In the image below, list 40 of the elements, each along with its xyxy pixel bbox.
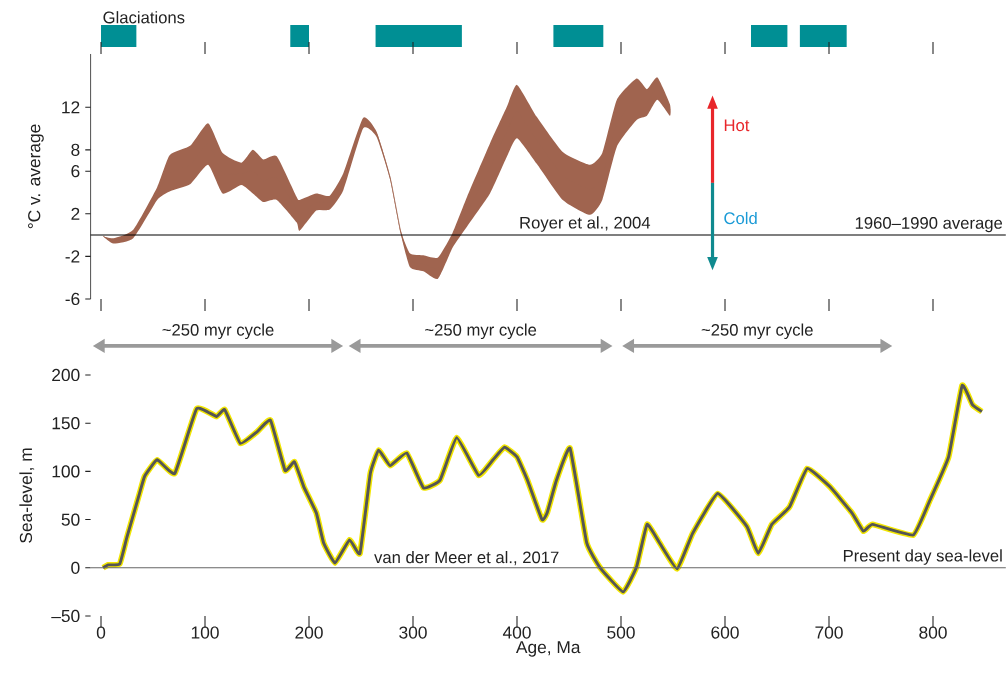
- y-tick-label: 50: [61, 513, 80, 526]
- x-tick-label: 700: [815, 626, 843, 639]
- x-tick-label: 600: [711, 626, 739, 639]
- y-axis-title: Sea-level, m: [19, 448, 35, 543]
- y-tick-label: -2: [65, 250, 80, 263]
- y-tick-label: 150: [52, 417, 80, 430]
- annotation: van der Meer et al., 2017: [374, 551, 559, 566]
- text: ~250 myr cycle: [701, 323, 813, 340]
- annotation: Royer et al., 2004: [520, 216, 651, 232]
- x-tick-label: 200: [295, 626, 323, 639]
- y-tick-label: 6: [71, 165, 80, 178]
- chart-title: Glaciations: [103, 11, 185, 24]
- y-tick-label: -6: [65, 292, 80, 306]
- y-tick-label: 8: [71, 143, 80, 156]
- x-tick-label: 500: [607, 626, 635, 639]
- y-tick-label: –50: [51, 609, 80, 623]
- x-tick-label: 0: [96, 626, 106, 639]
- ref-line-label: Present day sea-level: [843, 549, 1002, 565]
- x-axis-title: Age, Ma: [515, 641, 581, 657]
- annotation: Cold: [724, 211, 757, 225]
- bar: [375, 24, 462, 47]
- annotation: Hot: [724, 119, 750, 132]
- y-tick-label: 200: [52, 368, 80, 382]
- y-tick-label: 12: [62, 101, 80, 114]
- x-tick-label: 100: [191, 626, 219, 639]
- text: ~250 myr cycle: [162, 323, 274, 340]
- bar: [290, 24, 309, 47]
- bar: [101, 24, 137, 47]
- bar: [799, 24, 847, 47]
- text: ~250 myr cycle: [425, 323, 537, 340]
- bar: [553, 24, 604, 47]
- ref-line-label: 1960–1990 average: [855, 217, 1003, 233]
- y-axis-title: °C v. average: [28, 124, 44, 229]
- x-tick-label: 800: [919, 626, 947, 639]
- y-tick-label: 100: [52, 465, 80, 478]
- x-tick-label: 300: [399, 626, 427, 639]
- y-tick-label: 2: [71, 207, 80, 220]
- y-tick-label: 0: [71, 561, 80, 574]
- x-tick-label: 400: [502, 626, 531, 639]
- bar: [751, 24, 788, 47]
